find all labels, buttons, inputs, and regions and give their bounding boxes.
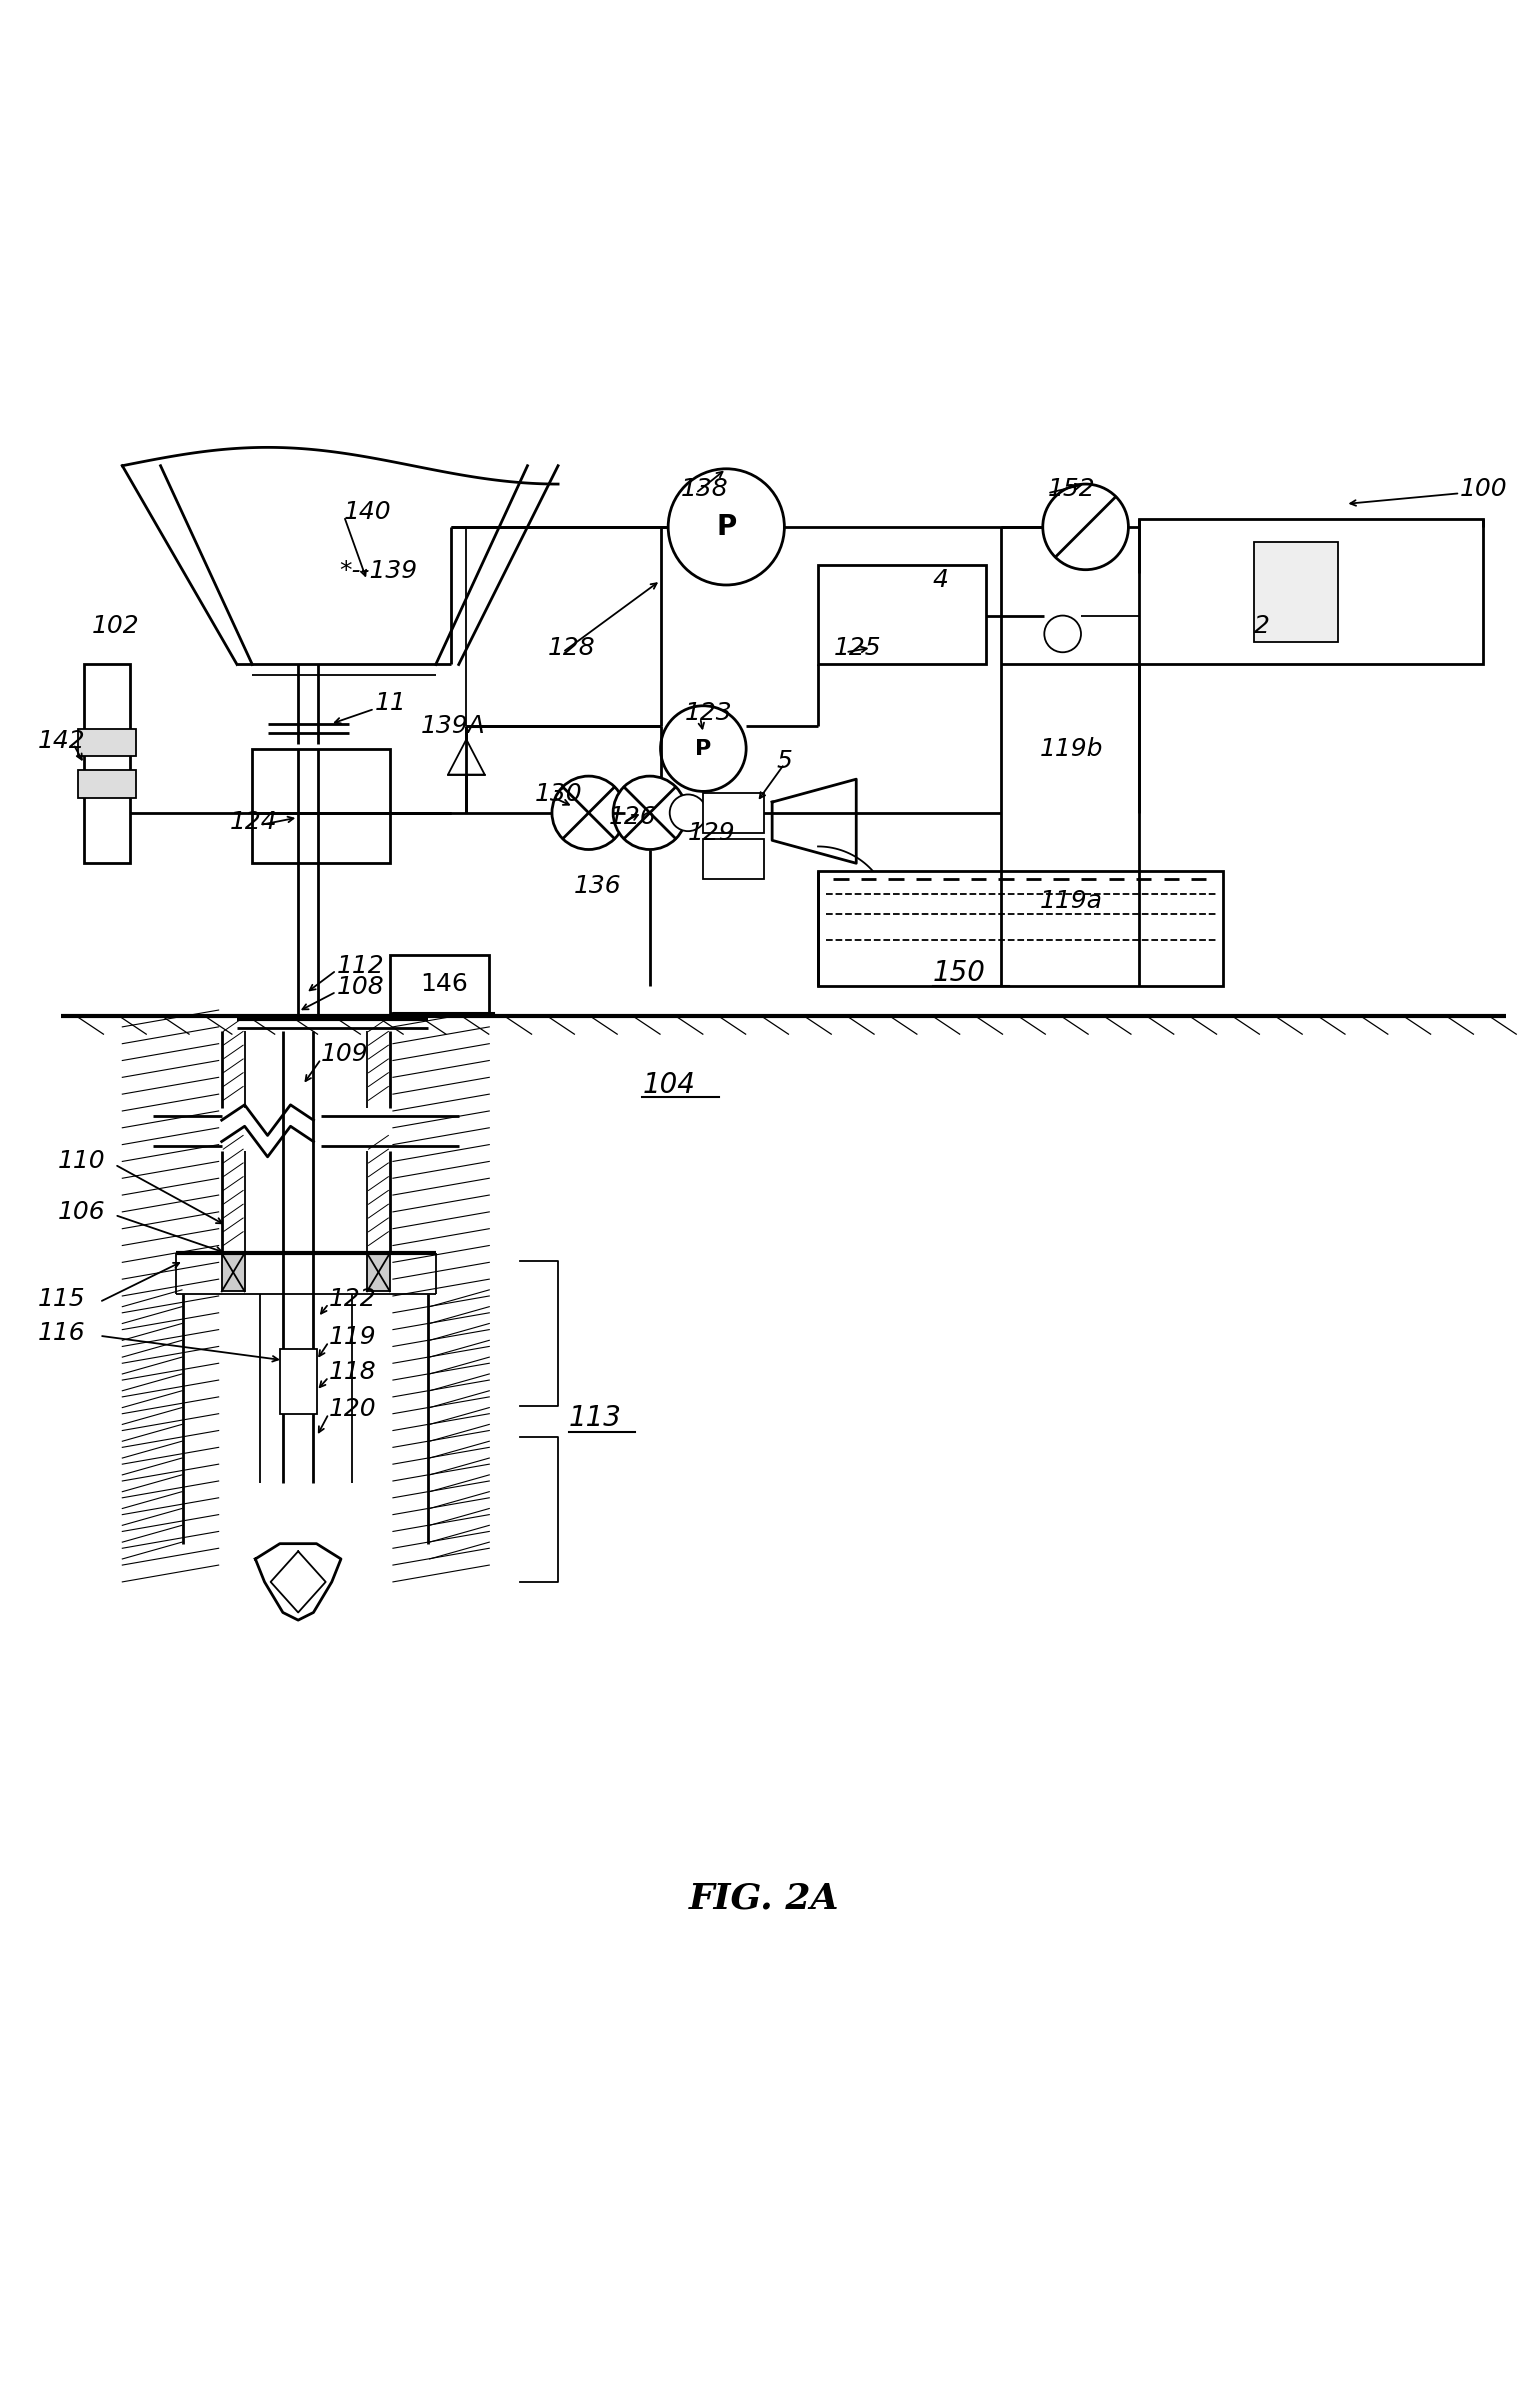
Text: 120: 120 <box>329 1397 376 1421</box>
Text: P: P <box>716 513 737 541</box>
Text: 104: 104 <box>642 1070 696 1099</box>
Text: 5: 5 <box>777 749 792 772</box>
Text: 4: 4 <box>933 567 948 591</box>
Bar <box>703 839 764 880</box>
Text: P: P <box>696 739 711 758</box>
Bar <box>818 870 1223 985</box>
Circle shape <box>552 777 625 849</box>
Bar <box>78 730 136 756</box>
Text: 128: 128 <box>547 637 595 660</box>
Circle shape <box>661 706 746 791</box>
Text: 119a: 119a <box>1040 889 1102 913</box>
Text: 106: 106 <box>58 1199 106 1223</box>
Text: 113: 113 <box>569 1404 622 1433</box>
Text: 110: 110 <box>58 1149 106 1173</box>
Text: 138: 138 <box>680 477 728 501</box>
Text: 124: 124 <box>229 811 277 834</box>
Text: 125: 125 <box>833 637 881 660</box>
Text: 123: 123 <box>685 701 732 725</box>
Bar <box>367 1254 390 1292</box>
Bar <box>818 565 986 665</box>
Bar <box>222 1254 245 1292</box>
Circle shape <box>668 470 784 584</box>
Bar <box>84 665 130 863</box>
Text: 122: 122 <box>329 1287 376 1311</box>
Circle shape <box>1044 615 1081 653</box>
Text: 146: 146 <box>420 973 468 997</box>
Text: 108: 108 <box>336 975 384 999</box>
Text: 102: 102 <box>92 615 139 639</box>
Bar <box>390 956 489 1013</box>
Bar <box>1139 520 1483 665</box>
Text: 130: 130 <box>535 782 583 806</box>
Text: 119b: 119b <box>1040 737 1104 760</box>
Text: *--139: *--139 <box>339 560 417 584</box>
Text: FIG. 2A: FIG. 2A <box>690 1881 839 1914</box>
Text: 126: 126 <box>609 806 656 830</box>
Text: 100: 100 <box>1460 477 1508 501</box>
Text: 116: 116 <box>38 1321 86 1345</box>
Bar <box>1254 541 1338 641</box>
Text: 118: 118 <box>329 1361 376 1385</box>
Bar <box>252 749 390 863</box>
Text: 112: 112 <box>336 954 384 977</box>
Circle shape <box>613 777 687 849</box>
Text: 129: 129 <box>688 820 735 844</box>
Text: 139A: 139A <box>420 713 485 737</box>
Text: 142: 142 <box>38 730 86 753</box>
Text: 2: 2 <box>1254 615 1269 639</box>
Circle shape <box>670 794 706 832</box>
Text: 152: 152 <box>1047 477 1095 501</box>
Text: 119: 119 <box>329 1326 376 1349</box>
Text: 150: 150 <box>933 958 986 987</box>
Text: 11: 11 <box>375 691 407 715</box>
Bar <box>280 1349 317 1414</box>
Bar <box>703 794 764 832</box>
Text: 115: 115 <box>38 1287 86 1311</box>
Text: 109: 109 <box>321 1042 368 1066</box>
Circle shape <box>1043 484 1128 570</box>
Bar <box>78 770 136 799</box>
Text: 140: 140 <box>344 501 391 524</box>
Text: 136: 136 <box>573 875 621 899</box>
